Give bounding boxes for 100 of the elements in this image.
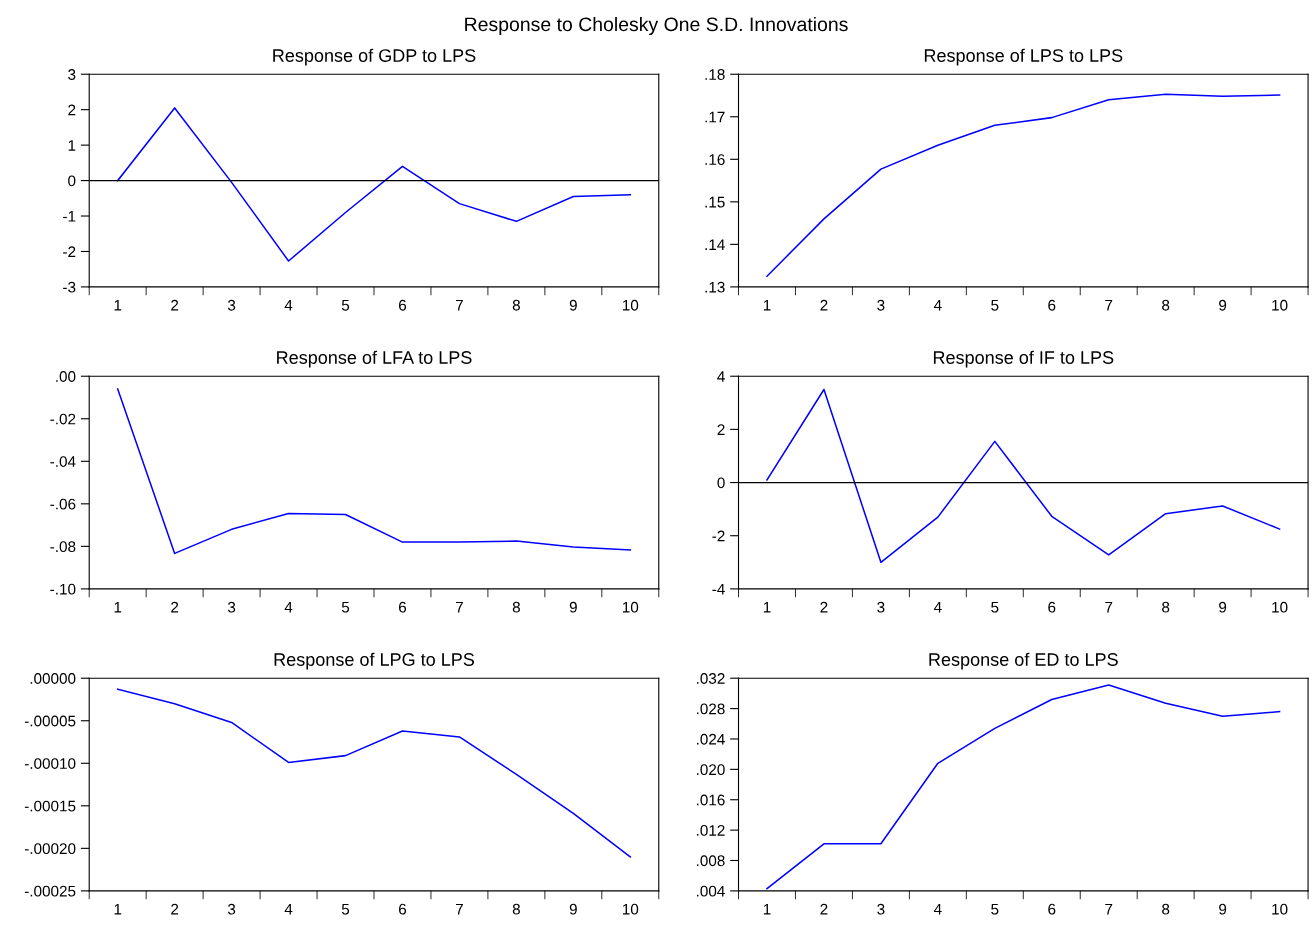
x-tick-label: 2 bbox=[820, 299, 828, 311]
x-tick-label: 8 bbox=[1162, 601, 1170, 613]
x-tick-label: 5 bbox=[991, 601, 999, 613]
y-tick-label: -2 bbox=[63, 246, 76, 257]
text: Response to Cholesky One S.D. Innovations bbox=[465, 16, 848, 36]
y-tick-label: .13 bbox=[705, 281, 725, 293]
y-tick-label: -.04 bbox=[50, 456, 76, 467]
x-tick-label: 7 bbox=[1105, 601, 1113, 613]
x-tick-label: 7 bbox=[1105, 299, 1113, 311]
x-tick-label: 9 bbox=[569, 601, 577, 613]
x-tick-label: 1 bbox=[114, 299, 122, 311]
x-tick-label: 3 bbox=[227, 903, 236, 915]
y-tick-label: -4 bbox=[712, 583, 725, 595]
x-tick-label: 10 bbox=[622, 601, 639, 613]
x-tick-label: 1 bbox=[114, 601, 122, 613]
x-tick-label: 9 bbox=[1219, 903, 1227, 915]
y-tick-label: .024 bbox=[696, 733, 725, 745]
chart-title: Response of LFA to LPS bbox=[277, 350, 472, 368]
y-tick-label: -1 bbox=[63, 211, 76, 222]
chart-title: Response of IF to LPS bbox=[933, 350, 1114, 368]
x-tick-label: 8 bbox=[512, 903, 520, 915]
x-tick-label: 6 bbox=[1048, 601, 1056, 613]
x-tick-label: 8 bbox=[1162, 903, 1170, 915]
x-tick-label: 2 bbox=[171, 299, 179, 311]
y-tick-label: .17 bbox=[705, 111, 725, 123]
y-tick-label: .020 bbox=[696, 764, 725, 776]
x-tick-label: 5 bbox=[341, 903, 350, 915]
x-tick-label: 1 bbox=[763, 299, 771, 311]
x-tick-label: 5 bbox=[991, 903, 999, 915]
y-tick-label: .012 bbox=[696, 824, 725, 836]
chart-title: Response of GDP to LPS bbox=[273, 48, 476, 66]
x-tick-label: 1 bbox=[763, 903, 771, 915]
y-tick-label: 2 bbox=[68, 104, 76, 116]
x-tick-label: 4 bbox=[284, 903, 293, 915]
chart-title: Response of LPG to LPS bbox=[274, 652, 475, 670]
y-tick-label: -.08 bbox=[50, 541, 76, 553]
y-tick-label: -2 bbox=[712, 530, 725, 542]
y-tick-label: 0 bbox=[717, 477, 725, 489]
x-tick-label: 4 bbox=[933, 903, 942, 915]
y-tick-label: .004 bbox=[696, 885, 725, 897]
y-tick-label: -3 bbox=[63, 281, 76, 293]
y-tick-label: 3 bbox=[68, 69, 76, 80]
y-tick-label: -.02 bbox=[50, 413, 76, 425]
y-tick-label: .18 bbox=[705, 69, 725, 80]
x-tick-label: 3 bbox=[877, 299, 885, 311]
x-tick-label: 6 bbox=[399, 601, 407, 613]
x-tick-label: 1 bbox=[114, 903, 122, 915]
x-tick-label: 10 bbox=[1272, 601, 1288, 613]
x-tick-label: 9 bbox=[569, 299, 577, 311]
x-tick-label: 3 bbox=[227, 299, 236, 311]
x-tick-label: 2 bbox=[820, 903, 828, 915]
y-tick-label: .14 bbox=[705, 239, 725, 250]
x-tick-label: 3 bbox=[877, 601, 885, 613]
y-tick-label: 2 bbox=[717, 424, 725, 435]
x-tick-label: 10 bbox=[622, 299, 639, 311]
y-tick-label: .028 bbox=[696, 703, 725, 715]
y-tick-label: .15 bbox=[705, 196, 725, 208]
x-tick-label: 6 bbox=[399, 903, 407, 915]
chart-title: Response of ED to LPS bbox=[929, 652, 1118, 670]
x-tick-label: 3 bbox=[227, 601, 236, 613]
y-tick-label: -.00005 bbox=[24, 715, 76, 727]
x-tick-label: 5 bbox=[341, 601, 350, 613]
y-tick-label: 1 bbox=[68, 140, 76, 151]
x-tick-label: 5 bbox=[991, 299, 999, 311]
x-tick-label: 9 bbox=[569, 903, 577, 915]
y-tick-label: -.00015 bbox=[24, 800, 76, 812]
x-tick-label: 8 bbox=[512, 601, 520, 613]
x-tick-label: 2 bbox=[171, 601, 179, 613]
x-tick-label: 7 bbox=[455, 601, 463, 613]
y-tick-label: .032 bbox=[696, 673, 725, 684]
y-tick-label: .016 bbox=[696, 794, 725, 806]
y-tick-label: 0 bbox=[68, 175, 76, 187]
x-tick-label: 2 bbox=[820, 601, 828, 613]
y-tick-label: -.00020 bbox=[24, 843, 76, 855]
x-tick-label: 7 bbox=[455, 903, 463, 915]
y-tick-label: 4 bbox=[717, 371, 725, 382]
x-tick-label: 9 bbox=[1219, 601, 1227, 613]
x-tick-label: 6 bbox=[1048, 903, 1056, 915]
y-tick-label: .008 bbox=[696, 855, 725, 867]
y-tick-label: -.10 bbox=[50, 583, 76, 595]
y-tick-label: .00000 bbox=[30, 673, 76, 684]
x-tick-label: 5 bbox=[341, 299, 350, 311]
x-tick-label: 2 bbox=[171, 903, 179, 915]
x-tick-label: 7 bbox=[1105, 903, 1113, 915]
y-tick-label: .00 bbox=[56, 371, 76, 382]
x-tick-label: 4 bbox=[284, 299, 293, 311]
x-tick-label: 10 bbox=[1272, 299, 1288, 311]
y-tick-label: .16 bbox=[705, 154, 725, 165]
x-tick-label: 3 bbox=[877, 903, 885, 915]
x-tick-label: 6 bbox=[1048, 299, 1056, 311]
x-tick-label: 10 bbox=[1272, 903, 1288, 915]
x-tick-label: 4 bbox=[284, 601, 293, 613]
y-tick-label: -.00025 bbox=[24, 885, 76, 897]
x-tick-label: 9 bbox=[1219, 299, 1227, 311]
y-tick-label: -.06 bbox=[50, 498, 76, 510]
x-tick-label: 4 bbox=[933, 299, 942, 311]
chart-title: Response of LPS to LPS bbox=[924, 48, 1123, 66]
x-tick-label: 8 bbox=[512, 299, 520, 311]
x-tick-label: 10 bbox=[622, 903, 639, 915]
y-tick-label: -.00010 bbox=[24, 758, 76, 769]
